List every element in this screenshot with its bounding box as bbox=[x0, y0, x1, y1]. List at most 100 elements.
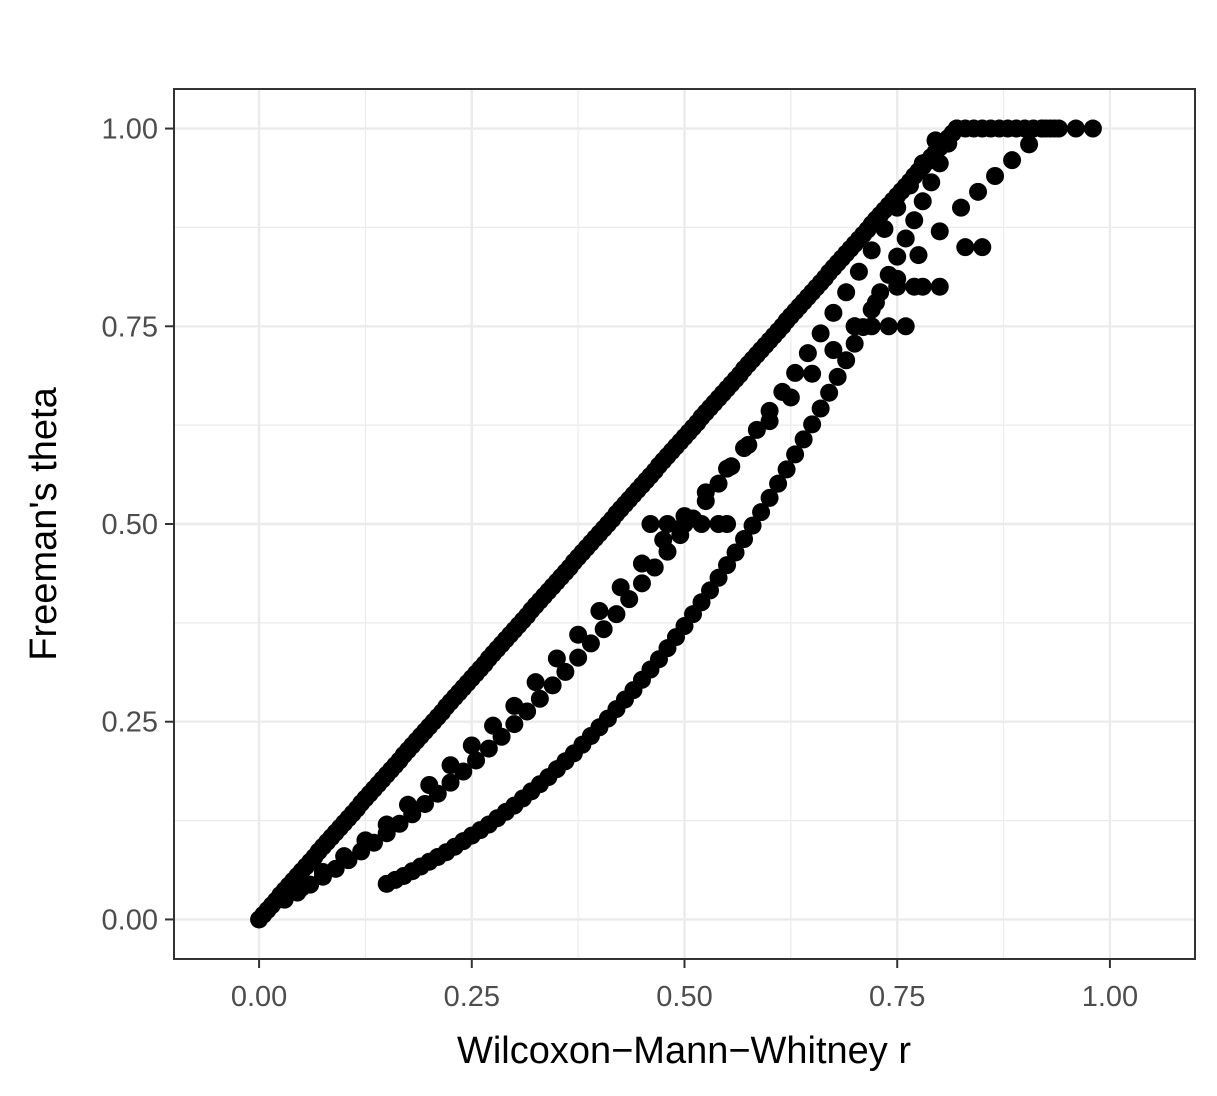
data-point bbox=[1049, 119, 1068, 138]
data-point bbox=[798, 344, 817, 363]
data-point bbox=[718, 459, 737, 478]
data-point bbox=[701, 581, 720, 600]
data-point bbox=[654, 530, 673, 549]
data-point bbox=[888, 247, 907, 266]
data-point bbox=[462, 736, 481, 755]
data-point bbox=[900, 176, 919, 195]
data-point bbox=[479, 739, 498, 758]
data-point bbox=[786, 363, 805, 382]
y-tick-label: 0.50 bbox=[102, 509, 158, 541]
data-point bbox=[594, 620, 613, 639]
data-point bbox=[590, 602, 609, 620]
data-point bbox=[803, 415, 822, 434]
data-point bbox=[441, 773, 460, 792]
y-tick-label: 0.25 bbox=[102, 707, 158, 739]
data-point bbox=[1032, 119, 1051, 138]
y-tick-label: 0.75 bbox=[102, 311, 158, 343]
data-point bbox=[913, 277, 932, 296]
x-axis-ticks: 0.00 0.25 0.50 0.75 1.00 bbox=[231, 959, 1138, 1013]
data-point bbox=[747, 420, 766, 439]
data-point bbox=[420, 776, 439, 794]
data-point bbox=[415, 794, 434, 813]
data-point bbox=[1003, 151, 1022, 170]
data-point bbox=[888, 198, 907, 217]
data-point bbox=[484, 716, 503, 735]
data-point bbox=[811, 399, 830, 418]
data-point bbox=[752, 503, 771, 522]
data-point bbox=[969, 182, 988, 201]
data-point bbox=[862, 317, 881, 336]
data-point bbox=[632, 574, 651, 593]
data-point bbox=[543, 676, 562, 695]
data-point bbox=[824, 303, 843, 322]
data-point bbox=[922, 173, 941, 192]
data-point bbox=[739, 435, 758, 454]
data-point bbox=[505, 696, 524, 715]
x-tick-label: 0.50 bbox=[656, 981, 712, 1013]
data-point bbox=[845, 317, 864, 336]
y-axis-ticks: 0.00 0.25 0.50 0.75 1.00 bbox=[102, 114, 174, 936]
data-point bbox=[658, 515, 677, 533]
data-point bbox=[718, 515, 737, 533]
data-point bbox=[781, 388, 800, 407]
data-point bbox=[607, 605, 626, 624]
data-point bbox=[530, 689, 549, 708]
data-point bbox=[743, 516, 762, 535]
data-point bbox=[292, 878, 311, 897]
data-point bbox=[356, 831, 375, 850]
data-point bbox=[692, 515, 711, 533]
data-point bbox=[398, 795, 417, 814]
data-point bbox=[581, 634, 600, 653]
data-point bbox=[811, 324, 830, 343]
data-point bbox=[824, 341, 843, 359]
x-axis-title: Wilcoxon−Mann−Whitney r bbox=[457, 1030, 911, 1072]
data-point bbox=[879, 317, 898, 336]
data-point bbox=[569, 625, 588, 644]
data-points bbox=[250, 119, 1102, 929]
y-tick-label: 1.00 bbox=[102, 114, 158, 146]
data-point bbox=[611, 578, 630, 597]
data-point bbox=[986, 167, 1005, 185]
data-point bbox=[467, 751, 486, 770]
data-point bbox=[930, 222, 949, 241]
data-point bbox=[547, 649, 566, 668]
data-point bbox=[556, 662, 575, 681]
data-point bbox=[718, 556, 737, 575]
data-point bbox=[952, 198, 971, 217]
data-point bbox=[526, 673, 545, 692]
data-point bbox=[794, 430, 813, 449]
data-point bbox=[930, 277, 949, 296]
data-point bbox=[956, 238, 975, 257]
x-tick-label: 0.75 bbox=[869, 981, 925, 1013]
x-tick-label: 0.25 bbox=[444, 981, 500, 1013]
data-point bbox=[377, 815, 396, 834]
data-point bbox=[862, 241, 881, 260]
x-tick-label: 1.00 bbox=[1082, 981, 1138, 1013]
data-point bbox=[820, 383, 839, 402]
data-point bbox=[913, 192, 932, 211]
data-point bbox=[803, 364, 822, 383]
data-point bbox=[696, 483, 715, 502]
data-point bbox=[675, 515, 694, 533]
data-point bbox=[1083, 119, 1102, 138]
data-point bbox=[760, 412, 779, 431]
data-point bbox=[505, 715, 524, 734]
data-point bbox=[786, 445, 805, 464]
data-point bbox=[632, 554, 651, 573]
data-point bbox=[769, 474, 788, 493]
data-point bbox=[1066, 119, 1085, 138]
data-point bbox=[335, 847, 354, 866]
data-point bbox=[837, 351, 856, 370]
data-point bbox=[390, 814, 409, 833]
data-point bbox=[735, 530, 754, 549]
data-point bbox=[913, 154, 932, 173]
data-point bbox=[875, 219, 894, 238]
data-point bbox=[845, 334, 864, 353]
data-point bbox=[760, 488, 779, 507]
data-point bbox=[569, 648, 588, 667]
data-point bbox=[837, 283, 856, 302]
data-point bbox=[888, 277, 907, 296]
y-axis-title: Freeman's theta bbox=[23, 386, 65, 660]
data-point bbox=[828, 367, 847, 386]
